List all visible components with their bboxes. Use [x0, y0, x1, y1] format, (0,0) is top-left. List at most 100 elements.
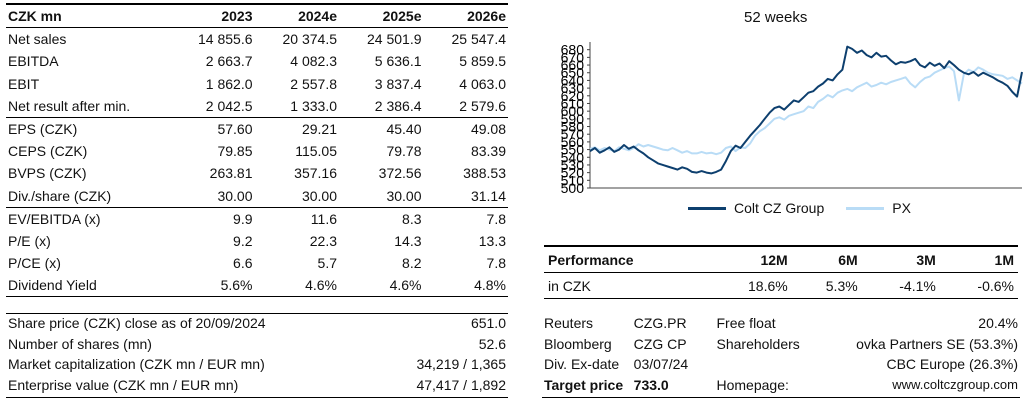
header-label: CZK mn — [6, 3, 170, 29]
perf-header-6m: 6M — [791, 245, 862, 273]
stock-info-value: Homepage: — [716, 376, 789, 393]
header-2023: 2023 — [170, 3, 255, 29]
y-tick-label: 540 — [561, 149, 585, 165]
perf-header-1m: 1M — [939, 245, 1018, 273]
row-value: 83.39 — [470, 143, 506, 160]
row-value: 14 855.6 — [198, 31, 253, 48]
y-tick-label: 660 — [561, 57, 585, 73]
row-value: 8.2 — [402, 255, 422, 272]
row-value: 45.40 — [339, 116, 424, 141]
chart-legend: Colt CZ Group PX — [688, 200, 911, 216]
info-row: Share price (CZK) close as of 20/09/2024… — [6, 313, 508, 334]
row-value: 115.05 — [295, 143, 337, 160]
row-value: 8.3 — [339, 206, 424, 230]
info-value: 651.0 — [470, 315, 506, 332]
row-label: P/E (x) — [8, 232, 51, 249]
row-value: 2 386.4 — [374, 97, 422, 114]
financial-row: Net result after min. 2 042.5 1 333.0 2 386… — [6, 95, 508, 118]
financial-row: Net sales 14 855.6 20 374.5 24 501.9 25 547.… — [6, 28, 508, 51]
row-value: 1 333.0 — [290, 97, 337, 114]
divider — [6, 397, 508, 398]
legend-label-px: PX — [892, 200, 911, 216]
row-label: Net sales — [8, 31, 67, 48]
series-px-line — [589, 65, 1023, 156]
row-value: 31.14 — [470, 187, 506, 204]
info-value: 47,417 / 1,892 — [416, 376, 506, 393]
stock-info-value[interactable]: www.coltczgroup.com — [892, 377, 1018, 393]
stock-info-value: CZG.PR — [633, 315, 687, 332]
y-tick-label: 670 — [561, 49, 585, 65]
stock-info-label: Reuters — [544, 315, 594, 332]
divider — [6, 313, 508, 314]
row-value: 3 837.4 — [374, 75, 422, 92]
row-value: 263.81 — [209, 165, 253, 182]
row-value: 5 636.1 — [374, 53, 422, 70]
financial-row: P/CE (x) 6.6 5.7 8.2 7.8 — [6, 252, 508, 274]
price-chart: 5005105205305405505605705805906006106206… — [561, 42, 1023, 196]
financial-row: CEPS (CZK) 79.85 115.05 79.78 83.39 — [6, 140, 508, 162]
financial-row: EV/EBITDA (x) 9.9 11.6 8.3 7.8 — [6, 206, 508, 230]
row-value: 25 547.4 — [451, 31, 507, 48]
info-value: 34,219 / 1,365 — [416, 356, 506, 373]
legend-swatch-px — [846, 206, 885, 210]
row-value: 5.7 — [317, 255, 337, 272]
perf-header-12m: 12M — [708, 245, 792, 273]
row-value: 30.00 — [217, 187, 253, 204]
stock-info-value: CBC Europe (26.3%) — [886, 356, 1018, 373]
y-tick-label: 550 — [561, 142, 585, 158]
stock-info-value: CZG CP — [633, 335, 687, 352]
chart-title: 52 weeks — [744, 9, 808, 26]
row-label: P/CE (x) — [8, 255, 61, 272]
row-value: 4 063.0 — [459, 75, 506, 92]
financial-row: EBITDA 2 663.7 4 082.3 5 636.1 5 859.5 — [6, 50, 508, 72]
stock-info-label: Target price — [544, 376, 624, 393]
row-value: 9.2 — [233, 232, 253, 249]
stock-info-row: Reuters CZG.PR Free float 20.4% — [542, 313, 1020, 334]
financial-row: Dividend Yield 5.6% 4.6% 4.6% 4.8% — [6, 274, 508, 298]
legend-label-colt: Colt CZ Group — [734, 200, 825, 216]
info-label: Enterprise value (CZK mn / EUR mn) — [8, 376, 239, 393]
row-value: 22.3 — [309, 232, 337, 249]
row-value: 4.6% — [339, 274, 424, 298]
y-tick-label: 630 — [561, 80, 585, 96]
stock-info-value: 20.4% — [978, 315, 1018, 332]
stock-info-label: Bloomberg — [544, 335, 612, 352]
row-value: 79.78 — [386, 143, 422, 160]
stock-info-row: Target price 733.0 Homepage: www.coltczgrou… — [542, 375, 1020, 396]
row-value: 49.08 — [423, 116, 508, 141]
performance-header-row: Performance 12M 6M 3M 1M — [544, 245, 1018, 273]
row-value: 57.60 — [170, 116, 255, 141]
y-tick-label: 560 — [561, 134, 585, 150]
row-value: 2 663.7 — [205, 53, 253, 70]
info-row: Enterprise value (CZK mn / EUR mn) 47,417… — [6, 375, 508, 396]
y-tick-label: 570 — [561, 126, 585, 142]
row-value: 372.56 — [378, 165, 422, 182]
info-row: Number of shares (mn) 52.6 — [6, 334, 508, 355]
y-tick-label: 500 — [561, 180, 585, 196]
financial-row: EBIT 1 862.0 2 557.8 3 837.4 4 063.0 — [6, 73, 508, 95]
row-value: 14.3 — [394, 232, 422, 249]
row-value: 29.21 — [254, 116, 339, 141]
info-value: 52.6 — [478, 335, 506, 352]
stock-info-label: Div. Ex-date — [544, 356, 620, 373]
row-label: CEPS (CZK) — [8, 143, 88, 160]
row-value: 11.6 — [254, 206, 339, 230]
perf-header-3m: 3M — [861, 245, 940, 273]
row-value: 79.85 — [217, 143, 253, 160]
perf-row-label: in CZK — [544, 272, 709, 299]
row-value: 5 859.5 — [459, 53, 506, 70]
row-value: 2 579.6 — [459, 97, 506, 114]
stock-info-value: 733.0 — [633, 376, 669, 393]
stock-info-value: Shareholders — [716, 335, 800, 352]
info-row: Market capitalization (CZK mn / EUR mn) 3… — [6, 354, 508, 375]
stock-info-value — [715, 354, 818, 375]
row-value: 4.6% — [254, 274, 339, 298]
row-label: Net result after min. — [8, 97, 131, 114]
row-value: 357.16 — [294, 165, 337, 182]
stock-info-value: Free float — [716, 315, 776, 332]
row-label: BVPS (CZK) — [8, 165, 87, 182]
row-value: 7.8 — [486, 255, 506, 272]
info-label: Number of shares (mn) — [8, 335, 152, 352]
row-label: Div./share (CZK) — [8, 187, 112, 204]
header-2024e: 2024e — [254, 3, 339, 29]
